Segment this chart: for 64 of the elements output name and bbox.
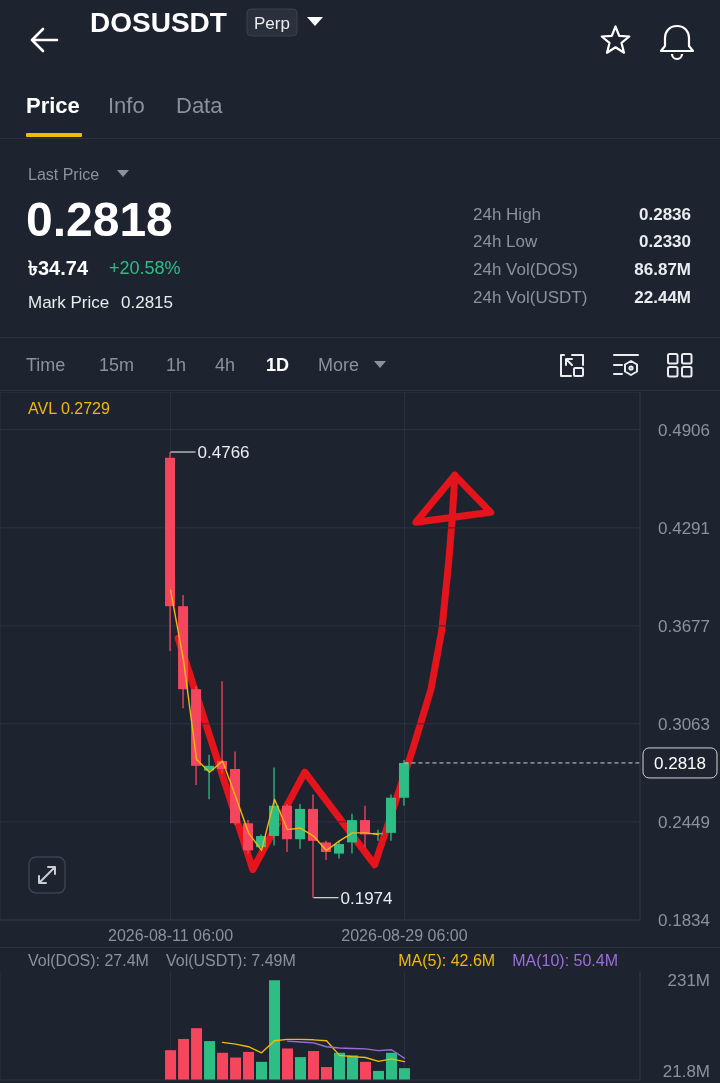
text: Time bbox=[26, 355, 66, 375]
bar bbox=[398, 1068, 410, 1080]
y-tick-label: 21.8M bbox=[662, 1061, 710, 1081]
bar bbox=[256, 1061, 268, 1080]
y-tick-label: 0.3677 bbox=[658, 616, 710, 636]
text: Mark Price bbox=[28, 292, 110, 312]
x-tick-label: 2026-08-11 06:00 bbox=[107, 926, 234, 944]
text: MA(10): 50.4M bbox=[512, 952, 618, 970]
y-tick-label: 0.1834 bbox=[658, 910, 710, 930]
bar bbox=[346, 1055, 358, 1080]
bar bbox=[321, 1067, 332, 1080]
annotation: 0.1974 bbox=[340, 888, 393, 908]
bar bbox=[165, 1050, 177, 1080]
text: Perp bbox=[254, 13, 290, 33]
bar bbox=[359, 1061, 371, 1080]
y-tick-label: 0.4906 bbox=[658, 420, 710, 440]
bar bbox=[191, 1028, 203, 1080]
text: MA(5): 42.6M bbox=[398, 952, 496, 970]
text: 22.44M bbox=[634, 287, 691, 307]
annotation: 0.2818 bbox=[654, 753, 706, 773]
text: 0.2330 bbox=[639, 231, 691, 251]
bar bbox=[217, 1052, 229, 1080]
text: +20.58% bbox=[109, 258, 181, 278]
text: DOSUSDT bbox=[90, 6, 227, 38]
x-tick-label: 2026-08-29 06:00 bbox=[341, 926, 468, 944]
text: ৳34.74 bbox=[28, 257, 89, 279]
bar bbox=[282, 1048, 294, 1080]
bar bbox=[308, 1051, 320, 1080]
text: Data bbox=[176, 92, 224, 118]
text: 1h bbox=[166, 355, 187, 375]
bar bbox=[204, 1041, 216, 1080]
bar bbox=[230, 1057, 242, 1080]
bar bbox=[243, 1051, 255, 1080]
text: 24h Vol(DOS) bbox=[473, 259, 578, 279]
text: Vol(USDT): 7.49M bbox=[165, 952, 296, 970]
bar bbox=[385, 1052, 397, 1080]
text: 24h Low bbox=[473, 231, 538, 251]
line-series bbox=[286, 1040, 406, 1059]
text: 86.87M bbox=[634, 259, 691, 279]
candlestick bbox=[346, 813, 357, 855]
text: Price bbox=[26, 92, 80, 118]
line-series bbox=[221, 1038, 406, 1063]
bar bbox=[295, 1057, 307, 1080]
text: Last Price bbox=[28, 165, 100, 183]
text: 0.2836 bbox=[639, 204, 691, 224]
text: Info bbox=[108, 92, 145, 118]
text: 0.2818 bbox=[26, 192, 173, 246]
y-tick-label: 231M bbox=[667, 970, 710, 990]
text: 24h High bbox=[473, 204, 542, 224]
text: 0.2815 bbox=[121, 292, 173, 312]
text: 15m bbox=[99, 355, 135, 375]
text: AVL 0.2729 bbox=[28, 400, 110, 418]
bar bbox=[269, 980, 281, 1080]
y-tick-label: 0.3063 bbox=[658, 714, 710, 734]
text: Vol(DOS): 27.4M bbox=[28, 952, 149, 970]
text: 4h bbox=[215, 355, 236, 375]
y-tick-label: 0.4291 bbox=[658, 518, 710, 538]
text: 24h Vol(USDT) bbox=[473, 287, 588, 307]
annotation: 0.4766 bbox=[197, 442, 250, 462]
bar bbox=[178, 1038, 190, 1080]
bar bbox=[333, 1052, 345, 1080]
text: More bbox=[318, 355, 360, 375]
text: 1D bbox=[266, 355, 290, 375]
y-tick-label: 0.2449 bbox=[658, 812, 710, 832]
